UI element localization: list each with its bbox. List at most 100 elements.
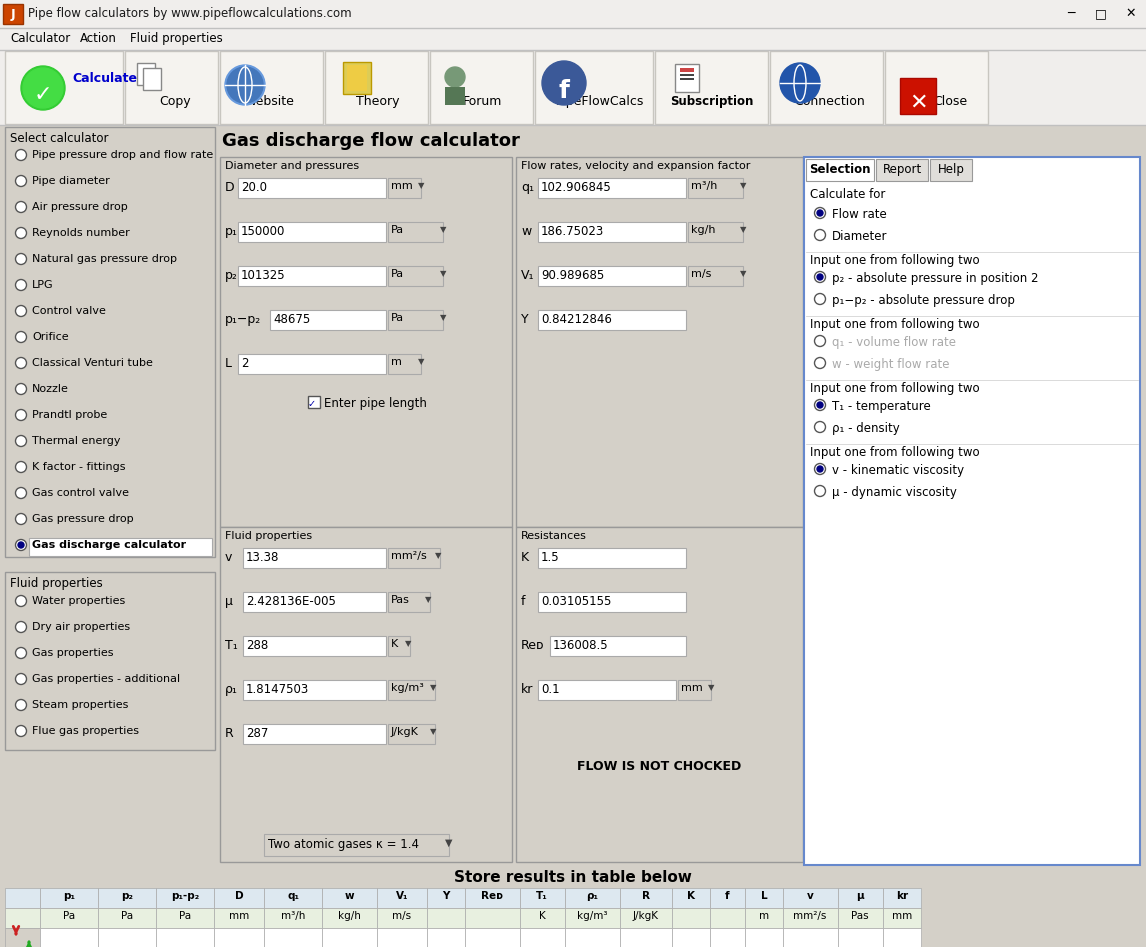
Text: Theory: Theory xyxy=(356,95,400,108)
Text: Report: Report xyxy=(882,163,921,176)
Text: m: m xyxy=(759,911,769,921)
Circle shape xyxy=(16,358,26,368)
Bar xyxy=(680,68,694,72)
Bar xyxy=(138,63,155,85)
Text: K factor - fittings: K factor - fittings xyxy=(32,462,126,472)
Bar xyxy=(620,908,672,928)
Text: Pa: Pa xyxy=(391,269,405,279)
Text: v: v xyxy=(225,551,233,564)
Text: ▼: ▼ xyxy=(740,181,746,190)
Text: w: w xyxy=(344,891,354,901)
Circle shape xyxy=(16,175,26,187)
Bar xyxy=(243,548,386,568)
Text: Pa: Pa xyxy=(179,911,191,921)
Text: q₁: q₁ xyxy=(286,891,299,901)
Text: mm: mm xyxy=(681,683,702,693)
Text: μ - dynamic viscosity: μ - dynamic viscosity xyxy=(832,486,957,499)
Circle shape xyxy=(16,621,26,633)
Bar xyxy=(537,266,686,286)
Bar xyxy=(804,157,1140,865)
Bar xyxy=(99,888,156,908)
Bar xyxy=(40,908,99,928)
Bar xyxy=(308,396,320,408)
Bar xyxy=(156,928,214,947)
Bar xyxy=(884,908,921,928)
Text: 101325: 101325 xyxy=(241,269,285,282)
Bar xyxy=(537,310,686,330)
Text: Fluid properties: Fluid properties xyxy=(129,32,222,45)
Bar xyxy=(770,51,884,124)
Bar xyxy=(678,680,711,700)
Text: Subscription: Subscription xyxy=(670,95,754,108)
Bar xyxy=(745,928,783,947)
Circle shape xyxy=(16,540,26,550)
Text: Selection: Selection xyxy=(809,163,871,176)
Bar xyxy=(427,888,465,908)
Bar xyxy=(99,928,156,947)
Bar xyxy=(388,548,440,568)
Text: Dry air properties: Dry air properties xyxy=(32,622,131,632)
Text: Natural gas pressure drop: Natural gas pressure drop xyxy=(32,254,176,264)
Text: T₁: T₁ xyxy=(536,891,548,901)
Bar xyxy=(220,51,323,124)
Text: ▼: ▼ xyxy=(708,683,714,692)
Text: w - weight flow rate: w - weight flow rate xyxy=(832,358,950,371)
Bar xyxy=(535,51,653,124)
Bar xyxy=(264,928,322,947)
Text: kr: kr xyxy=(896,891,908,901)
Text: ✓: ✓ xyxy=(308,399,316,409)
Text: Gas pressure drop: Gas pressure drop xyxy=(32,514,134,524)
Bar xyxy=(672,928,711,947)
Bar xyxy=(783,928,838,947)
Text: f: f xyxy=(521,595,526,608)
Bar xyxy=(5,908,40,928)
Text: 287: 287 xyxy=(246,727,268,740)
Bar xyxy=(243,592,386,612)
Bar xyxy=(520,888,565,908)
Text: Air pressure drop: Air pressure drop xyxy=(32,202,127,212)
Text: ▼: ▼ xyxy=(405,639,411,648)
Text: w: w xyxy=(521,225,532,238)
Text: p₁-p₂: p₁-p₂ xyxy=(171,891,199,901)
Circle shape xyxy=(817,210,823,216)
Text: 0.03105155: 0.03105155 xyxy=(541,595,611,608)
Bar xyxy=(711,908,745,928)
Circle shape xyxy=(16,488,26,498)
Text: Forum: Forum xyxy=(462,95,502,108)
Text: Reᴅ: Reᴅ xyxy=(521,639,544,652)
Circle shape xyxy=(18,542,24,548)
Text: ▼: ▼ xyxy=(740,225,746,234)
Bar xyxy=(838,928,884,947)
Text: Input one from following two: Input one from following two xyxy=(810,382,980,395)
Text: 13.38: 13.38 xyxy=(246,551,280,564)
Circle shape xyxy=(815,207,825,219)
Text: Y: Y xyxy=(442,891,449,901)
Text: Fluid properties: Fluid properties xyxy=(225,531,312,541)
Circle shape xyxy=(16,409,26,420)
Bar xyxy=(745,888,783,908)
Text: ─: ─ xyxy=(1067,7,1075,20)
Bar xyxy=(347,65,367,91)
Bar xyxy=(537,592,686,612)
Circle shape xyxy=(16,202,26,212)
Bar xyxy=(520,908,565,928)
Text: Calculator: Calculator xyxy=(10,32,70,45)
Bar xyxy=(516,157,803,527)
Circle shape xyxy=(21,66,65,110)
Bar xyxy=(322,928,377,947)
Bar xyxy=(99,908,156,928)
Circle shape xyxy=(16,700,26,710)
Bar xyxy=(125,51,218,124)
Text: m³/h: m³/h xyxy=(281,911,305,921)
Bar xyxy=(711,888,745,908)
Text: kg/m³: kg/m³ xyxy=(391,683,424,693)
Text: Input one from following two: Input one from following two xyxy=(810,318,980,331)
Circle shape xyxy=(16,254,26,264)
Circle shape xyxy=(16,436,26,446)
Circle shape xyxy=(16,725,26,737)
Text: 90.989685: 90.989685 xyxy=(541,269,604,282)
Text: Gas discharge flow calculator: Gas discharge flow calculator xyxy=(222,132,520,150)
Bar xyxy=(264,834,449,856)
Text: T₁: T₁ xyxy=(225,639,237,652)
Bar xyxy=(537,548,686,568)
